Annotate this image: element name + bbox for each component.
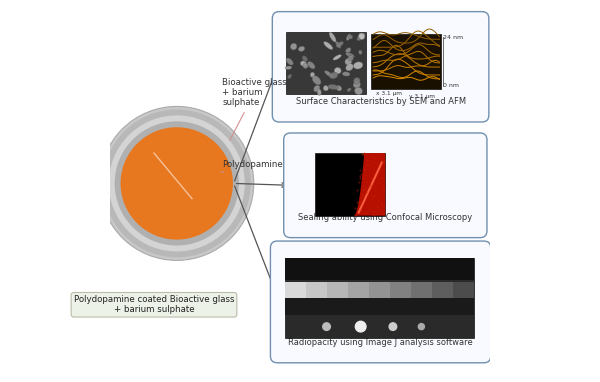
- Text: Sealing ability using Confocal Microscopy: Sealing ability using Confocal Microscop…: [298, 213, 472, 222]
- Ellipse shape: [346, 64, 353, 71]
- Ellipse shape: [347, 88, 351, 92]
- Ellipse shape: [359, 50, 362, 55]
- Ellipse shape: [286, 58, 293, 65]
- Text: Bioactive glass
+ barium
sulphate: Bioactive glass + barium sulphate: [222, 78, 287, 140]
- FancyBboxPatch shape: [306, 282, 327, 298]
- Ellipse shape: [333, 55, 341, 60]
- FancyBboxPatch shape: [271, 241, 491, 363]
- Ellipse shape: [336, 42, 343, 47]
- Ellipse shape: [298, 46, 305, 52]
- Ellipse shape: [353, 62, 363, 69]
- Ellipse shape: [353, 78, 360, 84]
- FancyBboxPatch shape: [327, 282, 348, 298]
- Circle shape: [355, 321, 366, 332]
- Ellipse shape: [348, 56, 353, 61]
- Ellipse shape: [334, 68, 341, 74]
- Ellipse shape: [323, 86, 329, 91]
- FancyBboxPatch shape: [390, 282, 411, 298]
- Ellipse shape: [346, 34, 351, 40]
- Text: Radiopacity using Image J analysis software: Radiopacity using Image J analysis softw…: [288, 338, 473, 347]
- Ellipse shape: [312, 76, 321, 85]
- Ellipse shape: [301, 61, 307, 66]
- Text: 24 nm: 24 nm: [443, 35, 463, 40]
- Circle shape: [100, 107, 254, 261]
- Ellipse shape: [355, 87, 362, 95]
- Ellipse shape: [325, 71, 332, 77]
- Ellipse shape: [310, 72, 314, 77]
- Ellipse shape: [324, 42, 333, 50]
- Circle shape: [389, 323, 397, 330]
- FancyBboxPatch shape: [272, 11, 489, 122]
- Ellipse shape: [345, 58, 352, 65]
- Ellipse shape: [353, 81, 361, 88]
- Circle shape: [115, 121, 239, 246]
- Ellipse shape: [287, 74, 292, 79]
- FancyBboxPatch shape: [411, 282, 433, 298]
- Circle shape: [109, 115, 245, 251]
- Ellipse shape: [336, 86, 341, 91]
- Ellipse shape: [357, 33, 365, 41]
- FancyBboxPatch shape: [315, 153, 385, 216]
- FancyBboxPatch shape: [286, 32, 365, 94]
- Ellipse shape: [317, 89, 321, 96]
- Text: Polydopamine coated Bioactive glass
+ barium sulphate: Polydopamine coated Bioactive glass + ba…: [74, 295, 234, 314]
- PathPatch shape: [354, 153, 385, 216]
- Ellipse shape: [302, 56, 308, 62]
- FancyBboxPatch shape: [371, 34, 442, 89]
- Ellipse shape: [346, 52, 355, 58]
- Ellipse shape: [307, 62, 315, 69]
- Circle shape: [121, 127, 233, 240]
- FancyBboxPatch shape: [285, 298, 475, 316]
- Ellipse shape: [329, 32, 336, 42]
- Ellipse shape: [303, 63, 308, 68]
- Text: Surface Characteristics by SEM and AFM: Surface Characteristics by SEM and AFM: [296, 97, 466, 106]
- Ellipse shape: [346, 48, 351, 53]
- Ellipse shape: [328, 84, 338, 90]
- FancyBboxPatch shape: [454, 282, 475, 298]
- Text: y 3.1 μm: y 3.1 μm: [409, 94, 435, 99]
- FancyBboxPatch shape: [285, 282, 306, 298]
- Circle shape: [323, 323, 331, 330]
- Text: 0 nm: 0 nm: [443, 83, 460, 88]
- Ellipse shape: [359, 33, 365, 39]
- Circle shape: [418, 324, 424, 330]
- FancyBboxPatch shape: [433, 282, 454, 298]
- Text: x 3.1 μm: x 3.1 μm: [376, 91, 402, 96]
- FancyBboxPatch shape: [348, 282, 369, 298]
- FancyBboxPatch shape: [284, 133, 487, 238]
- FancyBboxPatch shape: [369, 282, 390, 298]
- Ellipse shape: [285, 66, 292, 70]
- Circle shape: [103, 110, 251, 257]
- Ellipse shape: [342, 72, 350, 76]
- Ellipse shape: [349, 35, 353, 39]
- Ellipse shape: [329, 72, 338, 79]
- Ellipse shape: [290, 43, 297, 50]
- Ellipse shape: [314, 85, 320, 92]
- FancyBboxPatch shape: [285, 258, 475, 280]
- Text: Polydopamine: Polydopamine: [221, 160, 283, 172]
- FancyBboxPatch shape: [285, 258, 475, 338]
- Ellipse shape: [335, 42, 341, 48]
